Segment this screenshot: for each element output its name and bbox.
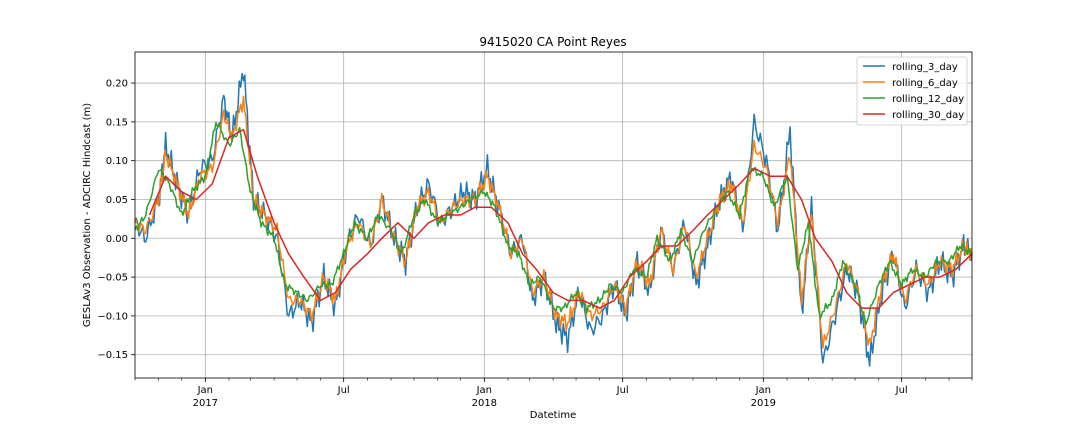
x-tick-year-label: 2019	[751, 398, 776, 409]
legend-label-rolling-30-day: rolling_30_day	[892, 110, 964, 121]
legend: rolling_3_day rolling_6_day rolling_12_d…	[856, 56, 968, 126]
y-tick-label: 0.05	[106, 195, 128, 206]
plot-frame	[134, 51, 973, 379]
series-layer	[134, 72, 973, 367]
x-tick-label: Jul	[895, 385, 908, 396]
y-tick-label: −0.05	[97, 273, 128, 284]
x-axis-label: Datetime	[530, 410, 577, 421]
y-tick-label: 0.10	[106, 156, 128, 167]
y-tick-label: −0.10	[97, 311, 128, 322]
x-axis: Jan 2017 Jul Jan 2018 Jul Jan 2019 Jul	[134, 378, 973, 409]
x-tick-label: Jan	[197, 385, 213, 396]
y-axis-label: GESLAv3 Observation - ADCIRC Hindcast (m…	[82, 103, 93, 327]
y-tick-label: −0.15	[97, 350, 128, 361]
series-line-rolling-30-day	[148, 128, 973, 309]
y-tick-label: 0.20	[106, 79, 128, 90]
chart-title: 9415020 CA Point Reyes	[479, 35, 626, 49]
x-tick-label: Jan	[476, 385, 492, 396]
y-axis: −0.15 −0.10 −0.05 0.00 0.05 0.10 0.15 0.20	[97, 79, 135, 361]
legend-box	[856, 56, 968, 126]
x-tick-label: Jul	[616, 385, 629, 396]
x-tick-year-label: 2017	[193, 398, 218, 409]
grid-layer	[135, 52, 972, 378]
x-tick-label: Jul	[337, 385, 350, 396]
x-tick-year-label: 2018	[472, 398, 497, 409]
y-tick-label: 0.00	[106, 234, 128, 245]
series-line-rolling-12-day	[134, 121, 973, 326]
legend-label-rolling-6-day: rolling_6_day	[892, 78, 958, 89]
legend-label-rolling-12-day: rolling_12_day	[892, 94, 964, 105]
x-tick-label: Jan	[755, 385, 771, 396]
y-tick-label: 0.15	[106, 117, 128, 128]
legend-label-rolling-3-day: rolling_3_day	[892, 62, 958, 73]
